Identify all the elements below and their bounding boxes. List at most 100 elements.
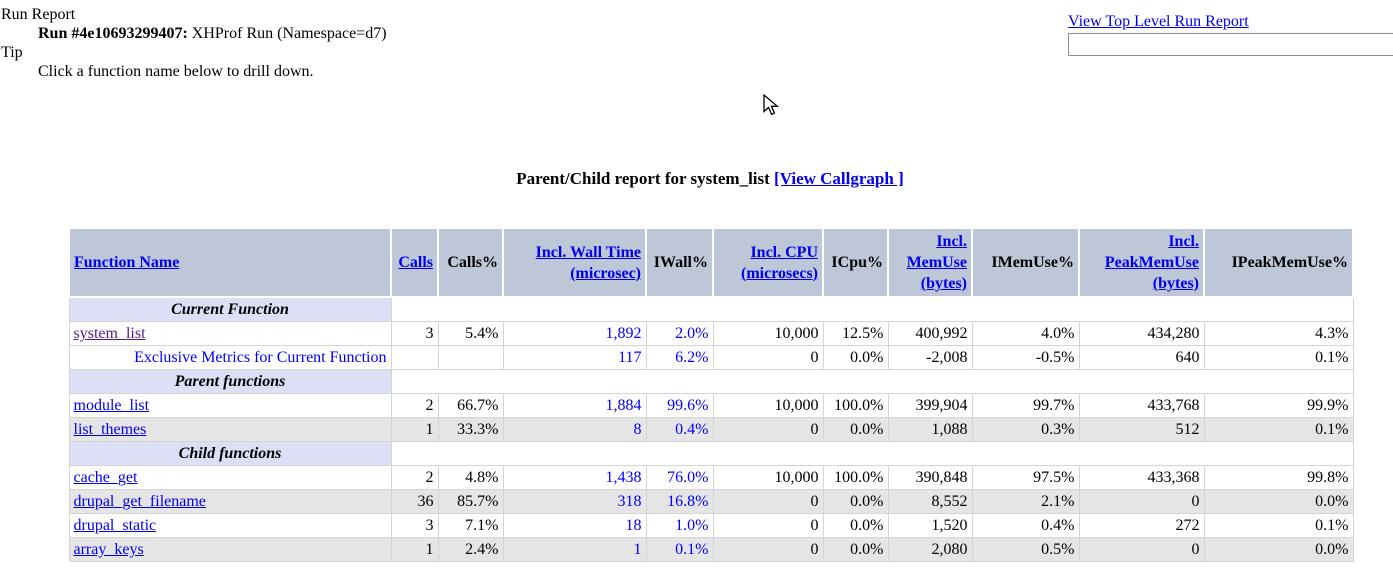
value-cell: 2 [390, 465, 439, 490]
value-cell: 76.0% [645, 465, 714, 490]
column-header-incl-cpu-microsecs: Incl. CPU (microsecs) [712, 227, 824, 298]
column-header-calls: Calls [390, 227, 439, 298]
value-cell: 4.0% [971, 321, 1080, 346]
function-link-cache-get[interactable]: cache_get [73, 469, 138, 486]
value-cell: 36 [390, 489, 439, 514]
value-cell: 433,368 [1078, 465, 1205, 490]
sort-link-function-name[interactable]: Function Name [74, 254, 180, 271]
value-cell [390, 345, 439, 370]
value-cell: 0.0% [822, 513, 889, 538]
value-cell: 97.5% [971, 465, 1080, 490]
column-header-imemuse: IMemUse% [971, 227, 1080, 298]
value-cell: 0 [712, 513, 824, 538]
function-name-cell: Exclusive Metrics for Current Function [68, 345, 392, 370]
table-header-row: Function Name Calls Calls% Incl. Wall Time … [68, 227, 1354, 298]
view-callgraph-link[interactable]: [View Callgraph ] [774, 169, 904, 188]
value-cell: 10,000 [712, 321, 824, 346]
value-cell: 2.4% [437, 537, 504, 562]
sort-link-calls[interactable]: Calls [398, 254, 433, 271]
value-cell: 1 [390, 417, 439, 442]
value-cell: 1 [390, 537, 439, 562]
value-cell: 0 [712, 417, 824, 442]
value-cell: 7.1% [437, 513, 504, 538]
function-link-drupal-static[interactable]: drupal_static [73, 517, 157, 534]
column-header-iwall: IWall% [645, 227, 714, 298]
value-cell [437, 345, 504, 370]
value-cell: 18 [502, 513, 647, 538]
table-row: Exclusive Metrics for Current Function 11… [68, 345, 1354, 370]
value-cell: 1,884 [502, 393, 647, 418]
column-header-incl-wall-time-microsec: Incl. Wall Time (microsec) [502, 227, 647, 298]
value-cell: 0.0% [822, 489, 889, 514]
sort-link-incl-wall-time-microsec[interactable]: Incl. Wall Time (microsec) [535, 243, 641, 282]
value-cell: 1,892 [502, 321, 647, 346]
top-right-block: View Top Level Run Report [1068, 13, 1393, 56]
column-header-incl-memuse-bytes: Incl. MemUse (bytes) [887, 227, 973, 298]
value-cell: 2 [390, 393, 439, 418]
run-description: XHProf Run (Namespace=d7) [187, 25, 387, 42]
value-cell: 66.7% [437, 393, 504, 418]
value-cell: -2,008 [887, 345, 973, 370]
column-header-ipeakmemuse: IPeakMemUse% [1203, 227, 1354, 298]
value-cell: 1 [502, 537, 647, 562]
sort-link-incl-peakmemuse-bytes[interactable]: Incl. PeakMemUse (bytes) [1104, 233, 1199, 292]
value-cell: 3 [390, 321, 439, 346]
value-cell: 318 [502, 489, 647, 514]
run-id: Run #4e10693299407: [38, 25, 188, 42]
value-cell: 0.0% [822, 417, 889, 442]
value-cell: 6.2% [645, 345, 714, 370]
value-cell: 8,552 [887, 489, 973, 514]
run-report-label: Run Report [1, 6, 76, 23]
value-cell: 0 [712, 489, 824, 514]
function-name-cell: drupal_static [68, 513, 392, 538]
value-cell: 2.1% [971, 489, 1080, 514]
sort-link-incl-memuse-bytes[interactable]: Incl. MemUse (bytes) [906, 233, 967, 292]
run-title-line: Run #4e10693299407: XHProf Run (Namespac… [38, 24, 387, 43]
table-row: system_list 3 5.4% 1,892 2.0% 10,000 12.5% 400,… [68, 321, 1354, 346]
tip-text: Click a function name below to drill dow… [38, 63, 314, 80]
value-cell: 0.5% [971, 537, 1080, 562]
run-search-input[interactable] [1068, 33, 1393, 56]
value-cell: 5.4% [437, 321, 504, 346]
value-cell: 10,000 [712, 393, 824, 418]
function-link-array-keys[interactable]: array_keys [73, 541, 144, 558]
table-row: cache_get 2 4.8% 1,438 76.0% 10,000 100.0% 390,… [68, 465, 1354, 490]
function-link-drupal-get-filename[interactable]: drupal_get_filename [73, 493, 206, 510]
value-cell: 1,438 [502, 465, 647, 490]
section-header-parent-functions: Parent functions [68, 369, 392, 394]
value-cell: 512 [1078, 417, 1205, 442]
value-cell: -0.5% [971, 345, 1080, 370]
value-cell: 0 [712, 345, 824, 370]
value-cell: 272 [1078, 513, 1205, 538]
value-cell: 640 [1078, 345, 1205, 370]
function-link-module-list[interactable]: module_list [73, 397, 150, 414]
sort-link-incl-cpu-microsecs[interactable]: Incl. CPU (microsecs) [741, 243, 818, 282]
value-cell: 0.1% [1203, 345, 1354, 370]
section-header-current-function: Current Function [68, 296, 392, 322]
value-cell: 0.1% [1203, 417, 1354, 442]
table-row: drupal_get_filename 36 85.7% 318 16.8% 0 0.0% 8… [68, 489, 1354, 514]
value-cell: 4.8% [437, 465, 504, 490]
function-name-cell: cache_get [68, 465, 392, 490]
value-cell: 0.4% [645, 417, 714, 442]
value-cell: 99.9% [1203, 393, 1354, 418]
table-row: drupal_static 3 7.1% 18 1.0% 0 0.0% 1,520 0.4% 27… [68, 513, 1354, 538]
view-top-level-run-report-link[interactable]: View Top Level Run Report [1068, 13, 1249, 30]
value-cell: 4.3% [1203, 321, 1354, 346]
value-cell: 99.6% [645, 393, 714, 418]
value-cell: 33.3% [437, 417, 504, 442]
value-cell: 100.0% [822, 465, 889, 490]
section-row: Current Function [68, 296, 1354, 322]
run-meta-block: Run Report Run #4e10693299407: XHProf Ru… [1, 5, 387, 81]
function-link-system-list[interactable]: system_list [73, 325, 146, 342]
value-cell: 12.5% [822, 321, 889, 346]
value-cell: 0 [712, 537, 824, 562]
value-cell: 117 [502, 345, 647, 370]
value-cell: 434,280 [1078, 321, 1205, 346]
section-row: Child functions [68, 441, 1354, 466]
value-cell: 0.1% [1203, 513, 1354, 538]
value-cell: 0.1% [645, 537, 714, 562]
value-cell: 0 [1078, 537, 1205, 562]
function-link-list-themes[interactable]: list_themes [73, 421, 147, 438]
